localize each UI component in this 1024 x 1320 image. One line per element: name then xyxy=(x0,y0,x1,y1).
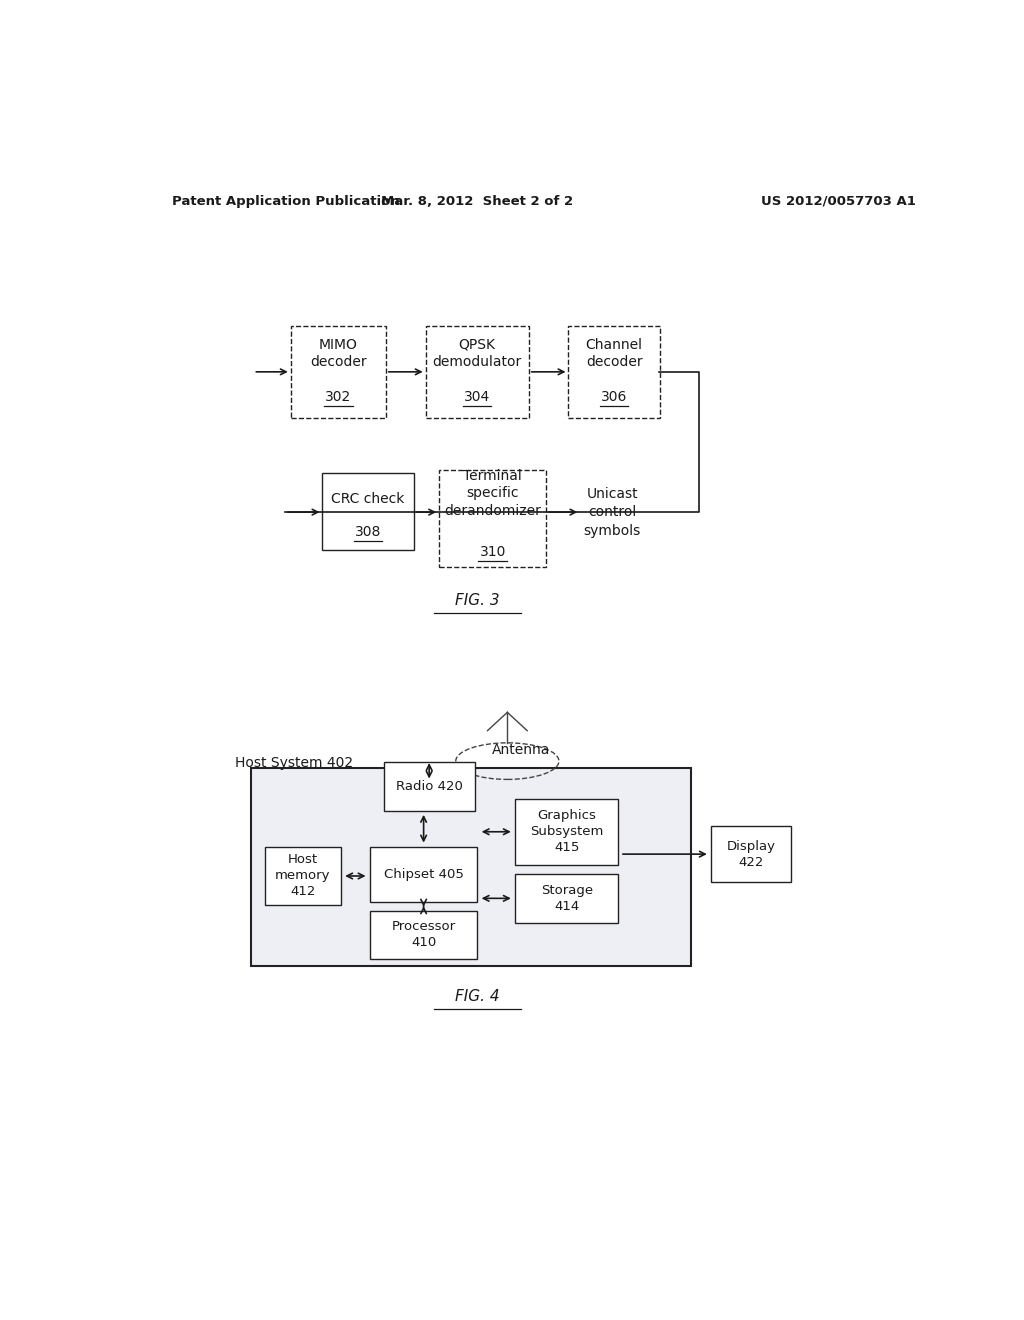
Text: 306: 306 xyxy=(601,391,628,404)
Text: CRC check: CRC check xyxy=(332,492,404,507)
Text: 302: 302 xyxy=(326,391,351,404)
Text: Terminal
specific
derandomizer: Terminal specific derandomizer xyxy=(444,469,541,517)
Bar xyxy=(323,474,414,549)
Bar xyxy=(515,874,618,923)
Bar xyxy=(384,762,475,810)
Text: Patent Application Publication: Patent Application Publication xyxy=(172,194,399,207)
Text: Storage
414: Storage 414 xyxy=(541,884,593,913)
Text: 304: 304 xyxy=(464,391,490,404)
Text: Processor
410: Processor 410 xyxy=(391,920,456,949)
Bar xyxy=(251,768,691,966)
Bar xyxy=(568,326,659,417)
Bar xyxy=(291,326,386,417)
Text: Antenna: Antenna xyxy=(492,743,550,756)
Text: Graphics
Subsystem
415: Graphics Subsystem 415 xyxy=(530,809,603,854)
Bar xyxy=(439,470,546,568)
Text: FIG. 3: FIG. 3 xyxy=(455,593,500,609)
Text: 308: 308 xyxy=(355,525,381,539)
Text: Host System 402: Host System 402 xyxy=(236,756,353,770)
Text: US 2012/0057703 A1: US 2012/0057703 A1 xyxy=(761,194,915,207)
Bar xyxy=(712,826,791,882)
Bar xyxy=(370,911,477,960)
Text: FIG. 4: FIG. 4 xyxy=(455,990,500,1005)
Text: 310: 310 xyxy=(479,545,506,560)
Text: QPSK
demodulator: QPSK demodulator xyxy=(432,338,522,370)
Text: Channel
decoder: Channel decoder xyxy=(586,338,643,370)
Text: Display
422: Display 422 xyxy=(726,840,775,869)
Text: Unicast
control
symbols: Unicast control symbols xyxy=(584,487,641,537)
Text: Radio 420: Radio 420 xyxy=(395,780,463,793)
Text: Host
memory
412: Host memory 412 xyxy=(275,854,331,899)
Text: Chipset 405: Chipset 405 xyxy=(384,869,464,880)
Bar xyxy=(426,326,528,417)
Bar xyxy=(515,799,618,865)
Text: Mar. 8, 2012  Sheet 2 of 2: Mar. 8, 2012 Sheet 2 of 2 xyxy=(381,194,573,207)
Bar xyxy=(370,846,477,903)
Bar xyxy=(265,846,341,906)
Text: MIMO
decoder: MIMO decoder xyxy=(310,338,367,370)
